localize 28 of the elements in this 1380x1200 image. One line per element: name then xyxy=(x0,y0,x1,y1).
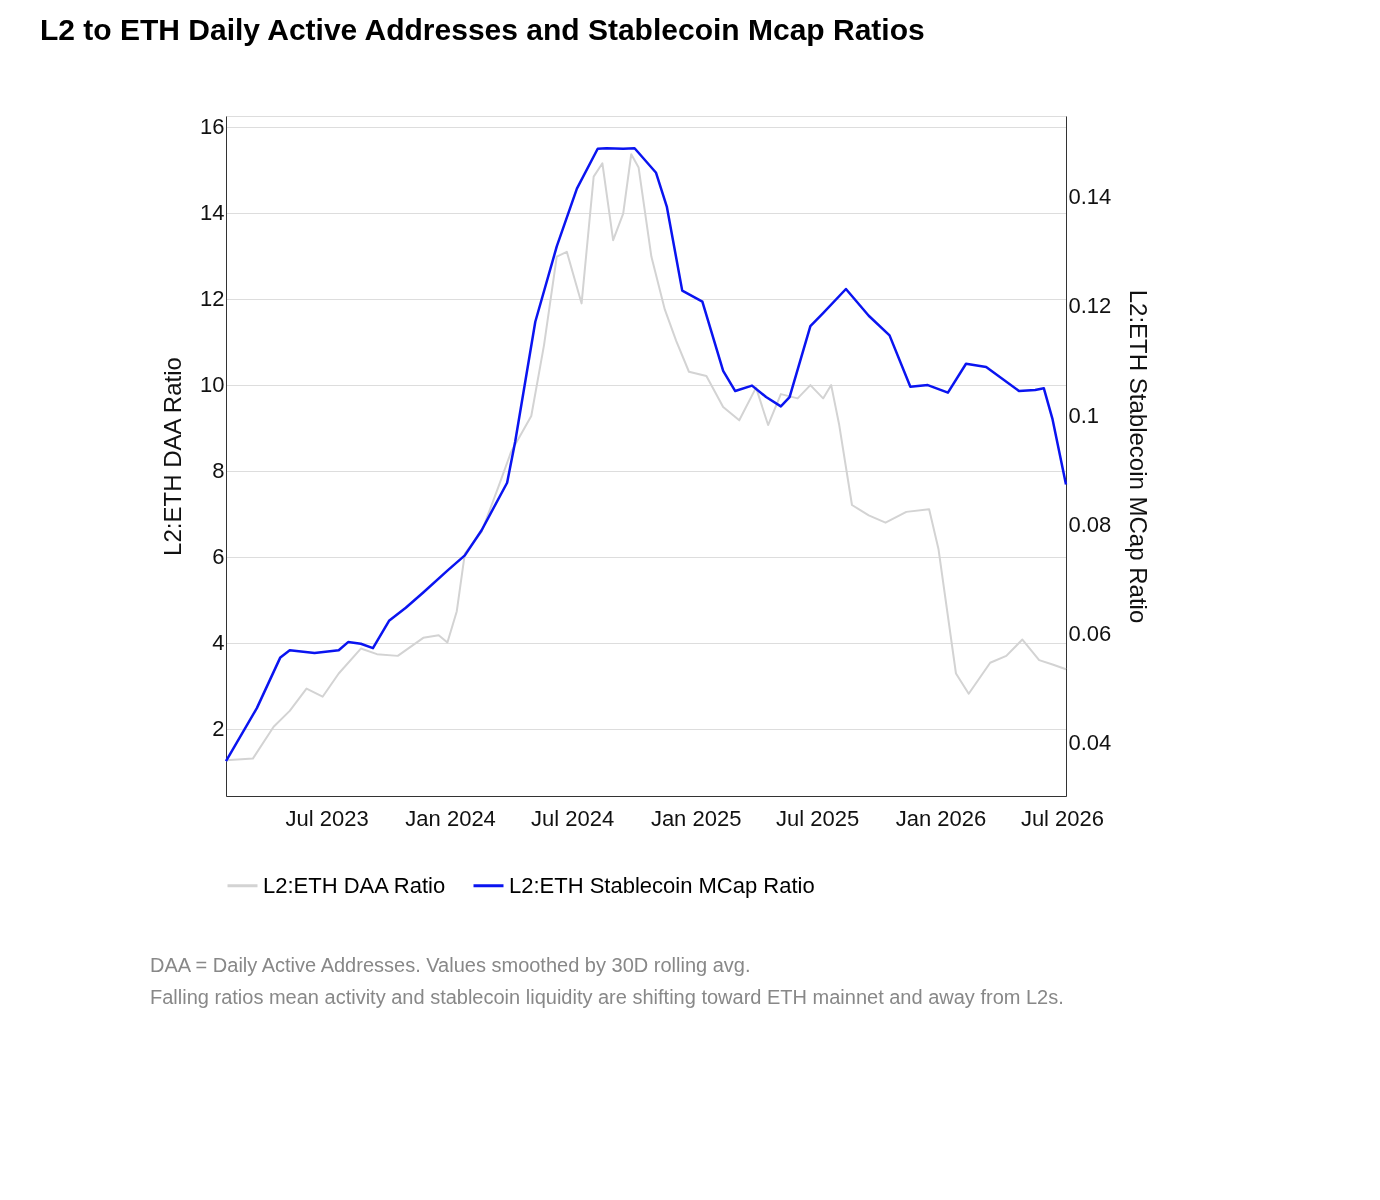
x-tick-label: Jul 2024 xyxy=(531,805,615,831)
y-tick-label: 4 xyxy=(212,630,225,656)
legend-label: L2:ETH DAA Ratio xyxy=(263,872,446,898)
y-tick-label: 16 xyxy=(200,114,225,140)
y2-tick-label: 0.04 xyxy=(1068,730,1112,756)
x-tick-label: Jan 2026 xyxy=(895,805,987,831)
y2-tick-label: 0.14 xyxy=(1068,184,1112,210)
y2-axis-title: L2:ETH Stablecoin MCap Ratio xyxy=(1125,289,1153,624)
y-tick-label: 8 xyxy=(212,458,225,484)
y-tick-label: 6 xyxy=(212,544,225,570)
x-tick-label: Jan 2025 xyxy=(650,805,742,831)
y2-tick-label: 0.1 xyxy=(1068,402,1100,428)
x-tick-label: Jul 2026 xyxy=(1020,805,1105,831)
text: Falling ratios mean activity and stablecoin liquidity are shifting toward ETH mainnet and away from L2s. xyxy=(150,986,1064,1008)
x-tick-label: Jul 2023 xyxy=(285,805,369,831)
y-tick-label: 12 xyxy=(200,286,225,312)
chart-title: L2 to ETH Daily Active Addresses and Stablecoin Mcap Ratios xyxy=(40,12,925,46)
y-tick-label: 10 xyxy=(200,372,225,398)
y-tick-label: 14 xyxy=(200,200,225,226)
y-tick-label: 2 xyxy=(212,716,225,742)
x-tick-label: Jul 2025 xyxy=(775,805,860,831)
y-axis-title: L2:ETH DAA Ratio xyxy=(159,357,187,556)
y2-tick-label: 0.06 xyxy=(1068,620,1112,646)
text: DAA = Daily Active Addresses. Values smoothed by 30D rolling avg. xyxy=(150,954,751,976)
y2-tick-label: 0.08 xyxy=(1068,511,1112,537)
legend-label: L2:ETH Stablecoin MCap Ratio xyxy=(509,872,815,898)
x-tick-label: Jan 2024 xyxy=(405,805,496,831)
y2-tick-label: 0.12 xyxy=(1068,293,1112,319)
